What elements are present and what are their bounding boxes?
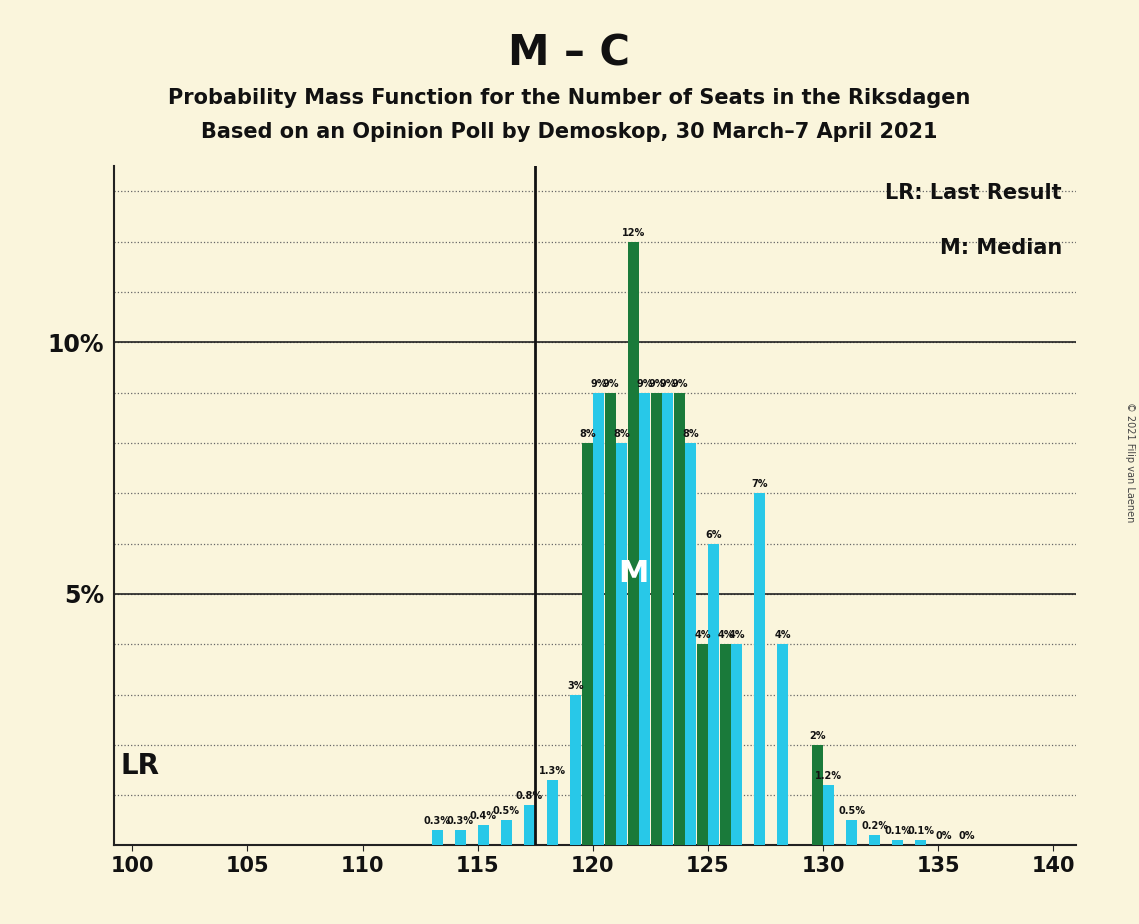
Text: 8%: 8%	[613, 429, 630, 439]
Bar	[812, 745, 823, 845]
Bar	[674, 393, 685, 845]
Text: 9%: 9%	[671, 379, 688, 389]
Text: 1.3%: 1.3%	[539, 766, 566, 776]
Text: 9%: 9%	[648, 379, 665, 389]
Bar	[454, 831, 466, 845]
Bar	[477, 825, 489, 845]
Bar	[708, 543, 719, 845]
Text: 9%: 9%	[590, 379, 607, 389]
Text: 9%: 9%	[659, 379, 675, 389]
Text: © 2021 Filip van Laenen: © 2021 Filip van Laenen	[1125, 402, 1134, 522]
Text: 0.4%: 0.4%	[469, 811, 497, 821]
Bar	[823, 785, 834, 845]
Text: 0%: 0%	[935, 832, 952, 842]
Bar	[501, 821, 511, 845]
Text: 0.3%: 0.3%	[424, 816, 451, 826]
Text: 8%: 8%	[579, 429, 596, 439]
Text: 3%: 3%	[567, 680, 583, 690]
Bar	[582, 443, 592, 845]
Bar	[432, 831, 443, 845]
Text: 0.5%: 0.5%	[493, 807, 519, 816]
Bar	[869, 835, 880, 845]
Text: Based on an Opinion Poll by Demoskop, 30 March–7 April 2021: Based on an Opinion Poll by Demoskop, 30…	[202, 122, 937, 142]
Text: 4%: 4%	[775, 630, 790, 640]
Bar	[697, 644, 708, 845]
Text: 0.3%: 0.3%	[446, 816, 474, 826]
Bar	[628, 242, 639, 845]
Bar	[892, 841, 903, 845]
Bar	[639, 393, 650, 845]
Text: M – C: M – C	[508, 32, 631, 74]
Text: 4%: 4%	[728, 630, 745, 640]
Text: 7%: 7%	[752, 480, 768, 490]
Text: Probability Mass Function for the Number of Seats in the Riksdagen: Probability Mass Function for the Number…	[169, 88, 970, 108]
Text: 9%: 9%	[603, 379, 618, 389]
Text: 4%: 4%	[694, 630, 711, 640]
Bar	[731, 644, 741, 845]
Bar	[720, 644, 731, 845]
Bar	[754, 493, 765, 845]
Text: 0.1%: 0.1%	[884, 826, 911, 836]
Text: 4%: 4%	[718, 630, 734, 640]
Bar	[915, 841, 926, 845]
Text: 0%: 0%	[959, 832, 975, 842]
Bar	[685, 443, 696, 845]
Bar	[650, 393, 662, 845]
Text: 8%: 8%	[682, 429, 698, 439]
Text: 0.2%: 0.2%	[861, 821, 888, 832]
Bar	[662, 393, 673, 845]
Bar	[777, 644, 788, 845]
Text: 9%: 9%	[637, 379, 653, 389]
Text: 2%: 2%	[810, 731, 826, 741]
Text: 12%: 12%	[622, 227, 645, 237]
Text: 6%: 6%	[705, 529, 722, 540]
Bar	[605, 393, 616, 845]
Bar	[592, 393, 604, 845]
Text: LR: Last Result: LR: Last Result	[885, 183, 1062, 203]
Text: 0.8%: 0.8%	[516, 791, 543, 801]
Bar	[570, 695, 581, 845]
Text: M: Median: M: Median	[940, 237, 1062, 258]
Bar	[846, 821, 858, 845]
Text: LR: LR	[121, 752, 159, 780]
Text: 0.1%: 0.1%	[907, 826, 934, 836]
Bar	[547, 780, 558, 845]
Text: M: M	[618, 559, 648, 589]
Text: 1.2%: 1.2%	[816, 771, 842, 781]
Bar	[524, 805, 535, 845]
Bar	[616, 443, 626, 845]
Text: 0.5%: 0.5%	[838, 807, 866, 816]
